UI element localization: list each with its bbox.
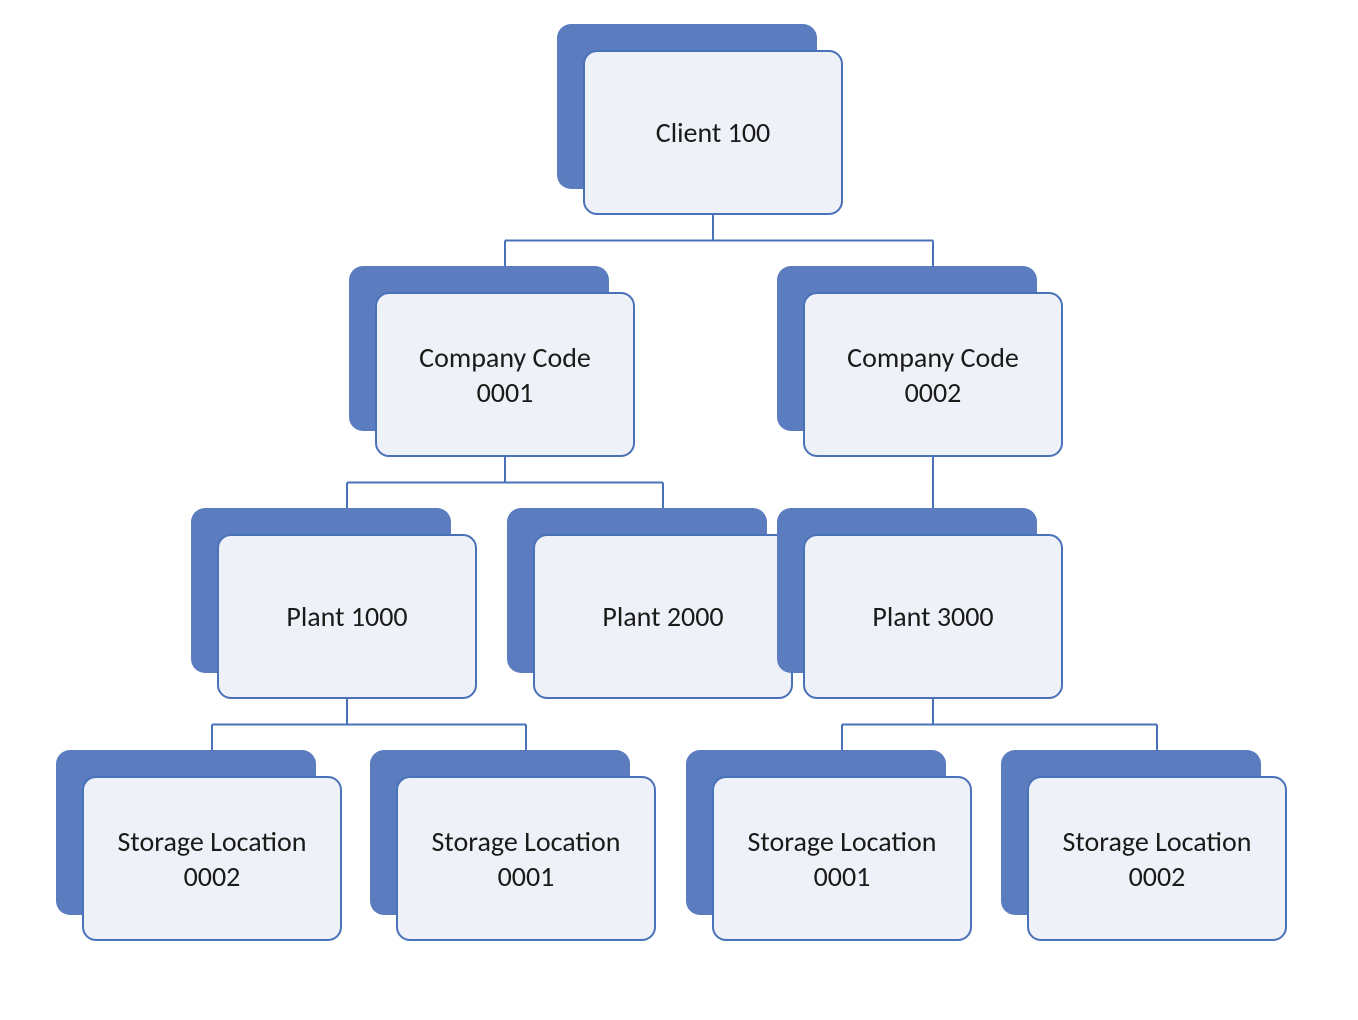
node-box: Plant 1000 bbox=[217, 534, 477, 699]
node-cc1: Company Code 0001 bbox=[349, 266, 635, 457]
node-plant1: Plant 1000 bbox=[191, 508, 477, 699]
node-box: Storage Location 0001 bbox=[712, 776, 972, 941]
node-sl3: Storage Location 0001 bbox=[686, 750, 972, 941]
node-box: Plant 3000 bbox=[803, 534, 1063, 699]
node-plant3: Plant 3000 bbox=[777, 508, 1063, 699]
node-box: Storage Location 0001 bbox=[396, 776, 656, 941]
node-plant2: Plant 2000 bbox=[507, 508, 793, 699]
node-box: Storage Location 0002 bbox=[82, 776, 342, 941]
node-box: Storage Location 0002 bbox=[1027, 776, 1287, 941]
node-client: Client 100 bbox=[557, 24, 843, 215]
node-sl4: Storage Location 0002 bbox=[1001, 750, 1287, 941]
node-box: Company Code 0002 bbox=[803, 292, 1063, 457]
node-cc2: Company Code 0002 bbox=[777, 266, 1063, 457]
node-box: Plant 2000 bbox=[533, 534, 793, 699]
node-box: Client 100 bbox=[583, 50, 843, 215]
node-box: Company Code 0001 bbox=[375, 292, 635, 457]
node-sl2: Storage Location 0001 bbox=[370, 750, 656, 941]
org-chart-canvas: Client 100 Company Code 0001 Company Code … bbox=[0, 0, 1358, 1020]
node-sl1: Storage Location 0002 bbox=[56, 750, 342, 941]
